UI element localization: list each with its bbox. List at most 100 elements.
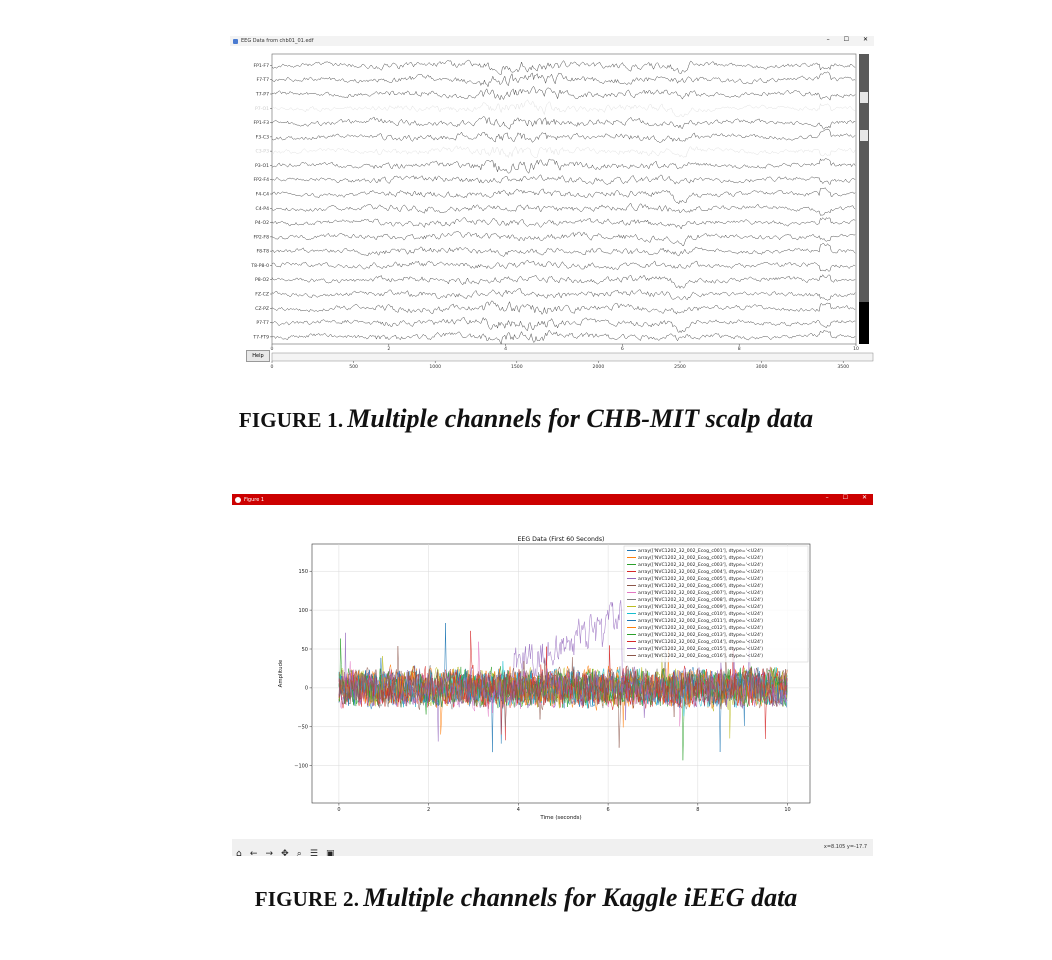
channel-label: T8-P8-0 <box>250 263 269 269</box>
channel-trace <box>271 128 856 143</box>
time-tick-label: 6 <box>621 346 624 352</box>
scrollbar-track <box>859 54 869 302</box>
channel-label: P4-O2 <box>255 220 269 226</box>
legend: array(['NVC1202_32_002_Ecog_c001'], dtyp… <box>623 545 809 663</box>
figure1-window: EEG Data from chb01_01.edf – ☐ ✕ FP1-F7 F… <box>230 36 874 376</box>
channel-trace <box>271 202 856 216</box>
configure-icon[interactable]: ☰ <box>309 849 318 856</box>
channel-label: CZ-PZ <box>255 306 269 312</box>
channel-trace <box>271 59 856 75</box>
close-button[interactable]: ✕ <box>861 494 867 501</box>
y-tick-label: 50 <box>302 647 308 653</box>
legend-entry: array(['NVC1202_32_002_Ecog_c013'], dtyp… <box>638 632 763 638</box>
y-tick-label: 150 <box>298 569 308 575</box>
channel-label: F3-C3 <box>256 134 269 140</box>
channel-trace <box>271 99 856 118</box>
status-readout: x=8.105 y=-17.7 <box>823 844 867 850</box>
scrollbar-end <box>859 302 869 344</box>
time-tick-label: 8 <box>738 346 741 352</box>
channel-trace <box>271 145 856 159</box>
channel-trace <box>271 329 856 345</box>
legend-entry: array(['NVC1202_32_002_Ecog_c003'], dtyp… <box>638 562 763 568</box>
channel-label: FP2-F8 <box>253 234 269 240</box>
minimize-button[interactable]: – <box>826 36 830 43</box>
sample-tick-label: 2000 <box>593 364 605 370</box>
x-tick-label: 8 <box>696 807 699 813</box>
sample-tick-label: 3500 <box>837 364 849 370</box>
y-tick-label: 100 <box>298 608 308 614</box>
y-tick-label: 0 <box>305 686 308 692</box>
channel-label: P7-T7 <box>256 320 269 326</box>
legend-entry: array(['NVC1202_32_002_Ecog_c001'], dtyp… <box>638 548 763 554</box>
channel-label: P3-O1 <box>255 163 269 169</box>
channel-label: F4-C4 <box>256 192 269 198</box>
figure1-caption-label: FIGURE 1. <box>238 408 344 432</box>
help-button[interactable]: Help <box>246 350 270 362</box>
channel-label: FP1-F3 <box>253 120 269 126</box>
channel-trace <box>271 300 856 315</box>
figure1-caption-text: Multiple channels for CHB-MIT scalp data <box>347 404 814 433</box>
forward-icon[interactable]: → <box>265 849 273 856</box>
channel-trace <box>271 274 856 289</box>
figure1-window-title: EEG Data from chb01_01.edf <box>241 38 314 44</box>
channel-trace <box>272 243 856 257</box>
x-tick-label: 10 <box>784 807 790 813</box>
channel-label: FP2-F4 <box>253 177 269 183</box>
y-tick-label: −50 <box>297 725 308 731</box>
eeg-scalp-plot: FP1-F7 F7-T7 T7-P7 P7-O1 FP1-F3 F3-C3 C3-P3 P3-… <box>250 53 874 370</box>
channel-label: C4-P4 <box>256 206 270 212</box>
time-tick-label: 10 <box>853 346 859 352</box>
channel-trace <box>271 174 856 186</box>
channel-trace <box>271 187 856 205</box>
legend-entry: array(['NVC1202_32_002_Ecog_c007'], dtyp… <box>638 590 763 596</box>
scrollbar-thumb[interactable] <box>860 130 868 141</box>
series-line <box>338 658 788 748</box>
legend-box <box>623 545 809 663</box>
y-axis-label: Amplitude <box>278 659 284 687</box>
channel-label: C3-P3 <box>256 149 270 155</box>
figure1-window-controls: – ☐ ✕ <box>827 36 868 43</box>
back-icon[interactable]: ← <box>249 849 258 856</box>
legend-entry: array(['NVC1202_32_002_Ecog_c016'], dtyp… <box>638 653 763 659</box>
x-tick-label: 6 <box>607 807 610 813</box>
legend-entry: array(['NVC1202_32_002_Ecog_c004'], dtyp… <box>638 569 763 575</box>
zoom-icon[interactable]: ⌕ <box>296 849 302 856</box>
minimize-button[interactable]: – <box>825 494 829 501</box>
legend-entry: array(['NVC1202_32_002_Ecog_c010'], dtyp… <box>638 611 763 617</box>
channel-trace <box>271 217 856 230</box>
figure2-toolbar: ⌂ ← → ✥ ⌕ ☰ ▣ x=8.105 y=-17.7 <box>232 839 873 856</box>
figure-icon <box>235 496 241 503</box>
time-tick-label: 4 <box>504 346 507 352</box>
time-slider[interactable] <box>271 352 874 362</box>
channel-trace <box>271 259 856 272</box>
time-tick-label: 0 <box>271 346 274 352</box>
x-axis-label: Time (seconds) <box>539 815 581 821</box>
channel-trace <box>271 86 856 101</box>
maximize-button[interactable]: ☐ <box>842 494 848 501</box>
figure1-caption: FIGURE 1. Multiple channels for CHB-MIT … <box>0 404 1052 434</box>
channel-label: F8-T8 <box>256 249 269 255</box>
maximize-button[interactable]: ☐ <box>843 36 849 43</box>
channel-label: P8-O2 <box>255 277 269 283</box>
channel-label: P7-O1 <box>255 106 269 112</box>
close-button[interactable]: ✕ <box>862 36 868 43</box>
save-icon[interactable]: ▣ <box>326 849 335 856</box>
pan-icon[interactable]: ✥ <box>281 849 289 856</box>
channel-trace <box>271 230 856 247</box>
sample-tick-label: 1000 <box>429 364 441 370</box>
channel-label: FP1-F7 <box>253 63 269 69</box>
legend-entry: array(['NVC1202_32_002_Ecog_c011'], dtyp… <box>638 618 763 624</box>
legend-entry: array(['NVC1202_32_002_Ecog_c006'], dtyp… <box>638 583 763 589</box>
figure2-caption-text: Multiple channels for Kaggle iEEG data <box>363 883 798 912</box>
chart-title: EEG Data (First 60 Seconds) <box>518 536 605 543</box>
legend-entry: array(['NVC1202_32_002_Ecog_c009'], dtyp… <box>638 604 763 610</box>
home-icon[interactable]: ⌂ <box>236 849 242 856</box>
figure2-window-title: Figure 1 <box>244 496 265 503</box>
x-tick-label: 4 <box>517 807 520 813</box>
y-tick-label: −100 <box>294 763 308 769</box>
figure2-window: Figure 1 – ☐ ✕ 0 2 4 6 8 10 −100 −50 0 50 100 150 EE… <box>232 494 873 856</box>
channel-trace <box>271 158 856 174</box>
legend-entry: array(['NVC1202_32_002_Ecog_c012'], dtyp… <box>638 625 763 631</box>
help-button-label: Help <box>252 353 264 359</box>
scrollbar-thumb[interactable] <box>860 92 868 103</box>
